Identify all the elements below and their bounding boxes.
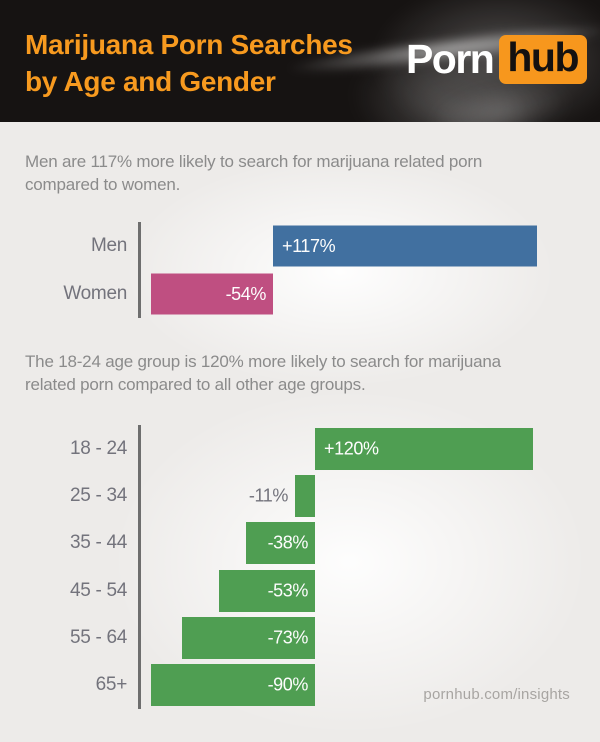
gender-bar-chart: Men +117% Women -54% [0, 222, 580, 318]
plot-area: +117% [138, 222, 577, 270]
category-label-25-34: 25 - 34 [69, 484, 127, 506]
chart-row-women: Women -54% [0, 270, 580, 318]
category-label-55-64: 55 - 64 [69, 626, 127, 648]
bar-65+: -90% [151, 664, 315, 707]
category-label-men: Men [90, 235, 127, 256]
category-label-65+: 65+ [95, 674, 128, 696]
category-label-45-54: 45 - 54 [69, 579, 127, 601]
chart-row-men: Men +117% [0, 222, 580, 270]
bar-35-44: -38% [245, 522, 315, 565]
plot-area: -54% [138, 270, 577, 318]
gender-intro-line2: compared to women. [25, 175, 181, 194]
category-label-35-44: 35 - 44 [69, 532, 127, 554]
bar-55-64: -73% [182, 616, 315, 659]
plot-area: -53% [138, 567, 577, 614]
age-chart-axis [138, 425, 141, 709]
plot-area: -73% [138, 614, 577, 661]
plot-area: -90% [138, 662, 577, 709]
chart-row-65+: 65+ -90% [0, 662, 580, 709]
bar-value-label-55-64: -73% [267, 627, 309, 648]
logo-hub-badge: hub [499, 35, 587, 84]
bar-45-54: -53% [218, 569, 315, 612]
bar-value-label-65+: -90% [267, 674, 309, 695]
gender-chart-axis [138, 222, 141, 318]
chart-row-25-34: 25 - 34 -11% [0, 472, 580, 519]
plot-area: +120% [138, 425, 577, 472]
page-title-line1: Marijuana Porn Searches [25, 29, 353, 60]
plot-area: -38% [138, 520, 577, 567]
age-intro-line1: The 18-24 age group is 120% more likely … [25, 352, 501, 371]
bar-value-label-35-44: -38% [267, 532, 309, 553]
bar-25-34 [294, 474, 315, 517]
chart-row-55-64: 55 - 64 -73% [0, 614, 580, 661]
age-intro-line2: related porn compared to all other age g… [25, 375, 366, 394]
category-label-18-24: 18 - 24 [69, 437, 127, 459]
bar-value-label-45-54: -53% [267, 580, 309, 601]
page-title-line2: by Age and Gender [25, 66, 276, 97]
page-title: Marijuana Porn Searches by Age and Gende… [25, 26, 353, 100]
bar-18-24: +120% [315, 427, 534, 470]
bar-value-label-women: -54% [225, 283, 267, 304]
age-bar-chart: 18 - 24 +120% 25 - 34 -11% 35 - 44 -38% 45 - 5… [0, 425, 580, 709]
chart-row-35-44: 35 - 44 -38% [0, 520, 580, 567]
chart-row-45-54: 45 - 54 -53% [0, 567, 580, 614]
content-area: Men are 117% more likely to search for m… [0, 122, 600, 742]
bar-women: -54% [150, 273, 273, 315]
bar-value-label-25-34: -11% [248, 485, 288, 506]
insights-url-text: pornhub.com/insights [423, 686, 570, 703]
age-intro-text: The 18-24 age group is 120% more likely … [25, 350, 565, 396]
gender-intro-line1: Men are 117% more likely to search for m… [25, 152, 483, 171]
bar-value-label-men: +117% [282, 235, 336, 256]
bar-men: +117% [273, 225, 538, 267]
chart-row-18-24: 18 - 24 +120% [0, 425, 580, 472]
bar-value-label-18-24: +120% [324, 438, 379, 459]
logo-porn-text: Porn [405, 36, 495, 82]
plot-area: -11% [138, 472, 577, 519]
pornhub-logo: Porn hub [406, 35, 587, 84]
header: Marijuana Porn Searches by Age and Gende… [0, 0, 600, 122]
category-label-women: Women [63, 283, 127, 304]
gender-intro-text: Men are 117% more likely to search for m… [25, 150, 565, 196]
